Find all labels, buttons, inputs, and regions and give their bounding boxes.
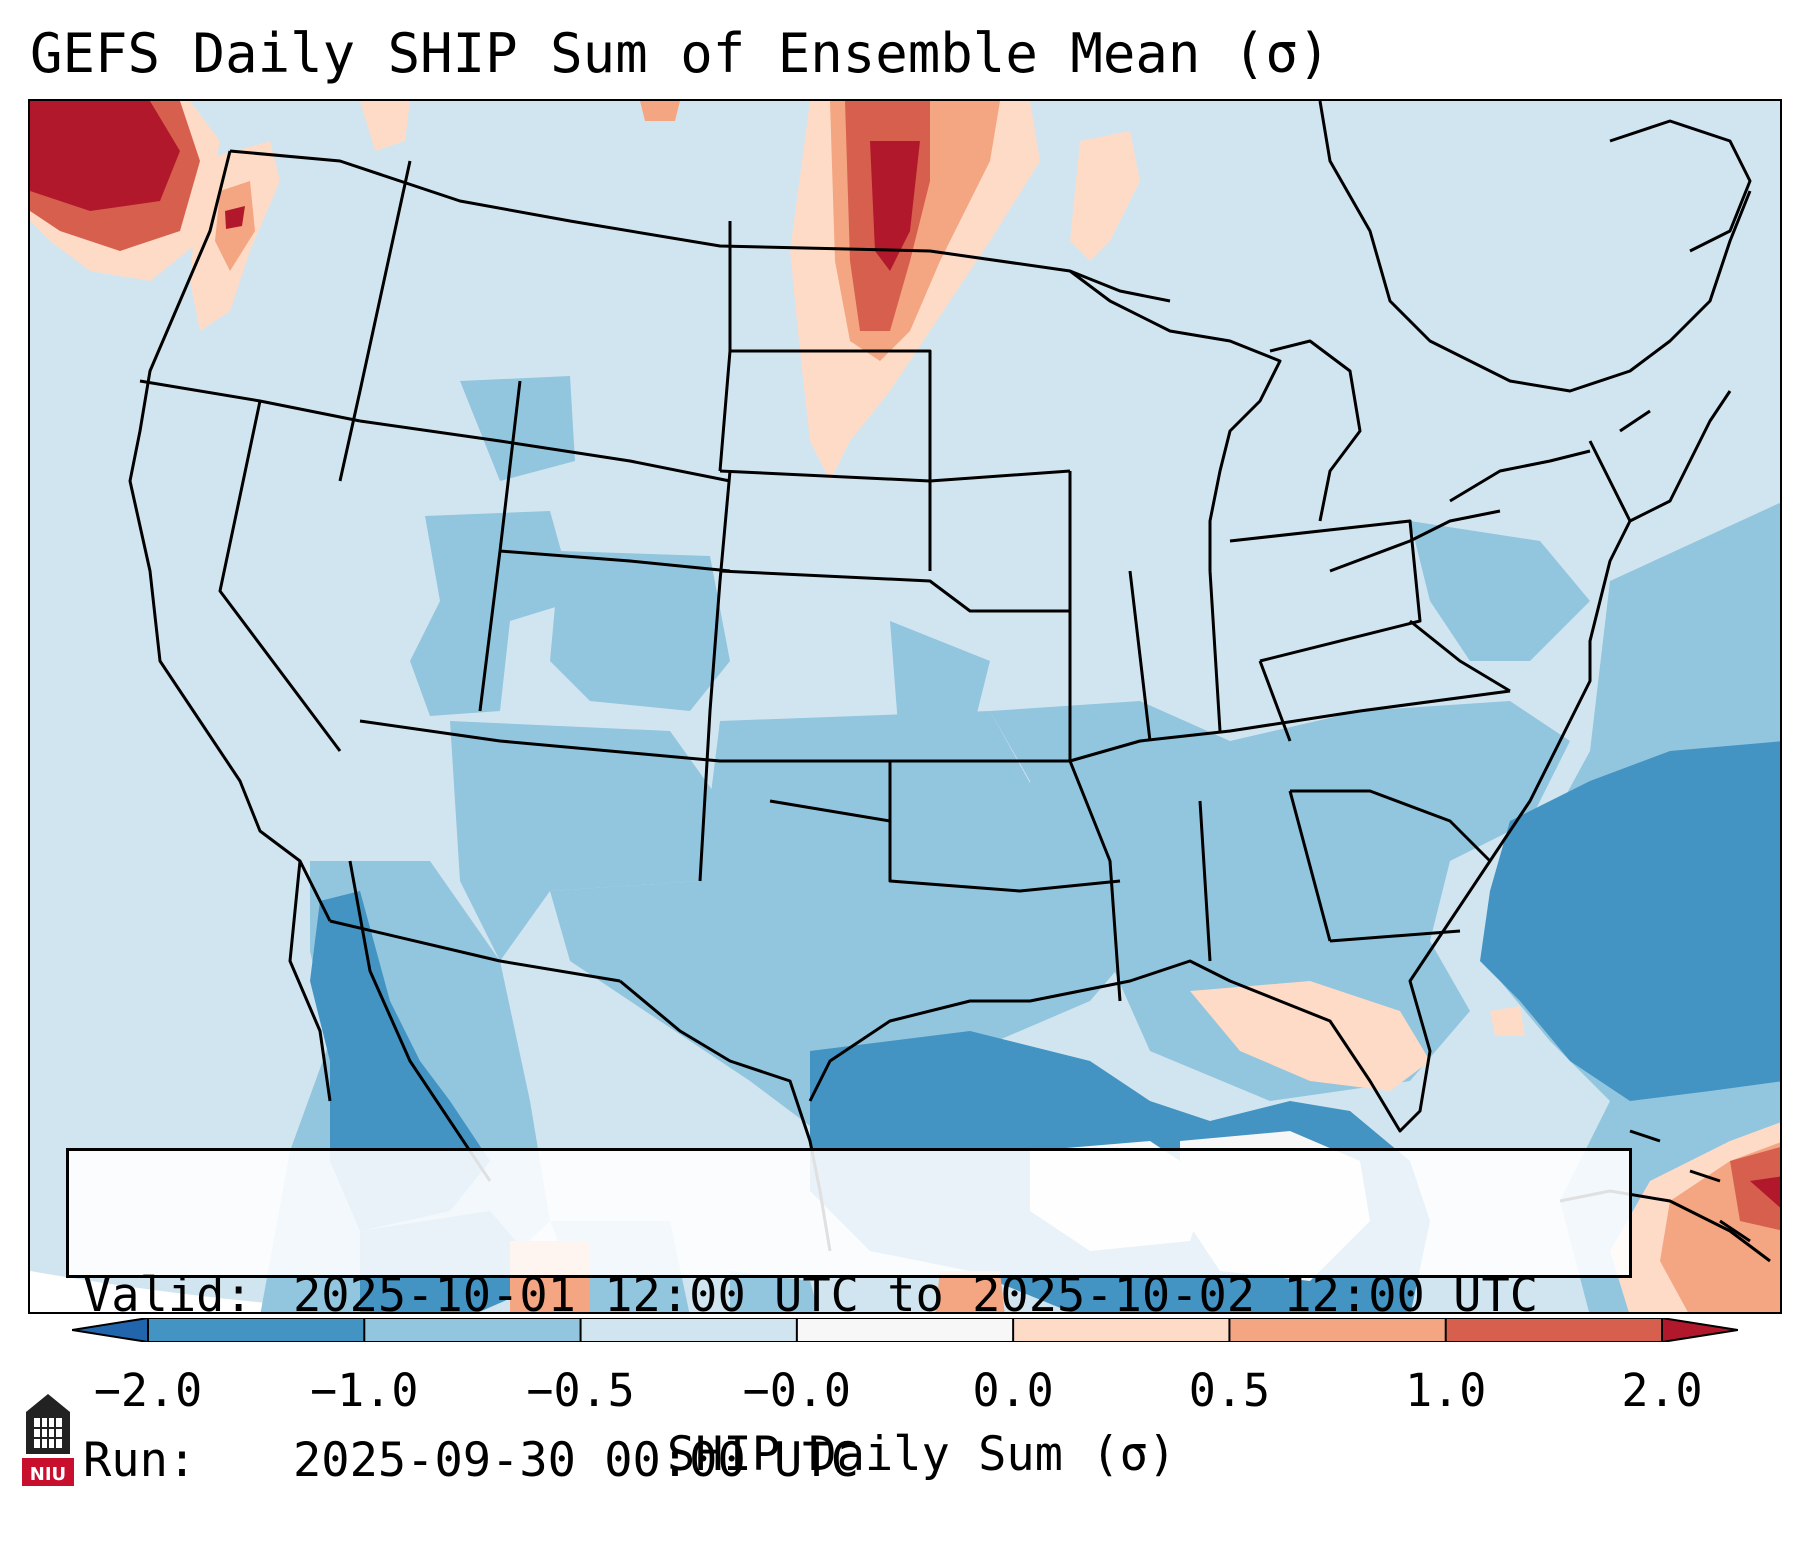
colorbar-tick-label: 0.0 xyxy=(972,1364,1054,1417)
colorbar-segment xyxy=(148,1318,365,1342)
map-title: GEFS Daily SHIP Sum of Ensemble Mean (σ) xyxy=(30,22,1331,85)
al-ms-border xyxy=(1198,800,1212,962)
gulf-atlantic-coast xyxy=(808,720,1572,1133)
boundaries-layer xyxy=(128,101,1771,1263)
ok-tx-border xyxy=(769,799,892,881)
colorbar-tick-label: 0.5 xyxy=(1188,1364,1271,1417)
colorbar-tick-marks xyxy=(147,1318,1663,1342)
colorbar-tick-label: −0.5 xyxy=(526,1364,635,1417)
colorbar-tick-label: −1.0 xyxy=(310,1364,419,1417)
valid-run-info-box: Valid: 2025-10-01 12:00 UTC to 2025-10-02… xyxy=(66,1148,1632,1488)
colorbar xyxy=(72,1318,1738,1342)
niu-logo-icon: NIU xyxy=(22,1394,74,1486)
va-border xyxy=(1409,619,1511,693)
run-row: Run: 2025-09-30 00:00 UTC xyxy=(83,1433,1629,1488)
lake-huron-shore xyxy=(1269,339,1362,522)
colorbar-tick-label: 1.0 xyxy=(1405,1364,1487,1417)
id-border xyxy=(338,160,412,482)
lake-michigan-shore xyxy=(1069,269,1282,571)
logo-text: NIU xyxy=(30,1464,66,1485)
colorbar-tick-label: 2.0 xyxy=(1621,1364,1703,1417)
colorbar-over-arrow xyxy=(1662,1318,1738,1342)
lake-ontario-shore xyxy=(1449,449,1591,503)
colorbar-segment xyxy=(1445,1318,1663,1342)
anomaly-red-regions xyxy=(30,101,1780,1312)
co-ks-border xyxy=(698,470,732,882)
bahamas-islands xyxy=(1629,1129,1751,1243)
ok-ks-border-line xyxy=(359,719,890,763)
valid-row: Valid: 2025-10-01 12:00 UTC to 2025-10-02… xyxy=(83,1268,1629,1323)
tx-mexico-border xyxy=(499,959,621,983)
run-label: Run: xyxy=(83,1433,197,1488)
colorbar-under-arrow xyxy=(72,1318,148,1342)
colorbar-segment xyxy=(1013,1318,1230,1342)
sc-border xyxy=(1290,789,1492,863)
wv-border xyxy=(1258,660,1292,742)
colorbar-tick-label: −0.0 xyxy=(742,1364,852,1417)
map-panel xyxy=(28,99,1782,1314)
mexico-west-coast xyxy=(348,860,492,1182)
pa-border xyxy=(1229,519,1422,663)
co-wy-border xyxy=(499,549,731,573)
fl-ga-border xyxy=(1329,929,1461,943)
ga-al-border xyxy=(1288,790,1332,942)
map-canvas xyxy=(30,101,1780,1312)
new-england-border xyxy=(1619,409,1651,433)
ne-sd-border xyxy=(719,469,1071,483)
ks-ne-border xyxy=(719,569,1070,613)
projection-edge-left xyxy=(30,1271,378,1312)
ny-border xyxy=(1588,440,1632,522)
baja-coast xyxy=(288,860,332,1102)
valid-value: 2025-10-01 12:00 UTC to 2025-10-02 12:00… xyxy=(293,1268,1539,1323)
mississippi-river xyxy=(1068,471,1122,1002)
run-value: 2025-09-30 00:00 UTC xyxy=(293,1433,859,1488)
colorbar-segment xyxy=(796,1318,1014,1342)
lake-erie-shore xyxy=(1329,509,1501,573)
colorbar-segments xyxy=(148,1318,1663,1342)
canada-us-border xyxy=(229,149,1171,303)
oh-in-border xyxy=(1208,570,1222,732)
nv-border xyxy=(218,400,342,752)
canada-maritime-coast xyxy=(1609,119,1752,253)
colorbar-segment xyxy=(364,1318,582,1342)
us-mexico-border xyxy=(329,919,501,963)
valid-label: Valid: xyxy=(83,1268,253,1323)
nd-mn-border xyxy=(730,349,932,571)
wy-mt-border xyxy=(359,419,731,483)
colorbar-segment xyxy=(1229,1318,1447,1342)
west-coast xyxy=(128,150,332,922)
colorbar-tick-label: −2.0 xyxy=(93,1364,203,1417)
colorbar-segment xyxy=(580,1318,798,1342)
in-il-border xyxy=(1128,570,1152,742)
colorbar-label: SHIP Daily Sum (σ) xyxy=(666,1427,1177,1482)
st-lawrence-shore xyxy=(1318,101,1752,393)
east-coast xyxy=(1568,390,1732,722)
tn-ky-border xyxy=(890,689,1511,763)
